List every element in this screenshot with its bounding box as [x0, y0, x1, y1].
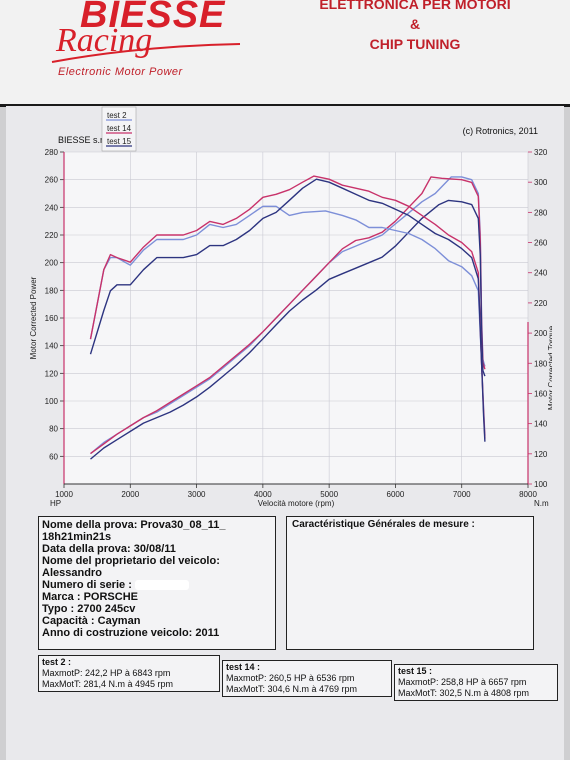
x-tick-label: 8000: [519, 490, 537, 499]
header-line-2: &: [409, 16, 421, 32]
result-power: MaxmotP: 242,2 HP à 6843 rpm: [42, 668, 171, 678]
legend-label: test 2: [107, 111, 127, 120]
y2-tick-label: 280: [534, 208, 548, 217]
legend-label: test 15: [107, 137, 132, 146]
series-line-torque-5: [89, 178, 486, 442]
x-tick-label: 1000: [55, 490, 73, 499]
y-tick-label: 240: [45, 203, 59, 212]
x-tick-label: 6000: [387, 490, 405, 499]
y-tick-label: 140: [45, 342, 59, 351]
y-tick-label: 120: [45, 369, 59, 378]
axes-layer: 60 80 100 120 140 160 180 200 220 240 260 280 1000 20…: [29, 148, 556, 508]
series-layer: [89, 175, 486, 460]
y-tick-label: 220: [45, 231, 59, 240]
construction-year: Anno di costruzione veicolo: 2011: [42, 627, 220, 639]
result-power: MaxmotP: 260,5 HP à 6536 rpm: [226, 673, 355, 683]
y-tick-label: 260: [45, 176, 59, 185]
y-tick-label: 160: [45, 314, 59, 323]
test-name-line: Nome della prova: Prova30_08_11_: [42, 519, 226, 531]
chart-legend: test 2 test 14 test 15: [101, 106, 137, 152]
logo-racing: Racing: [56, 22, 153, 59]
result-torque: MaxMotT: 302,5 N.m à 4808 rpm: [398, 688, 530, 698]
x-unit-right: N.m: [534, 499, 549, 508]
test-date: Data della prova: 30/08/11: [42, 543, 176, 555]
chart-svg: 60 80 100 120 140 160 180 200 220 240 260 280 1000 20…: [29, 106, 556, 508]
header-line-3: CHIP TUNING: [369, 36, 461, 52]
series-line-power-2: [90, 199, 486, 460]
y-tick-label: 60: [49, 452, 58, 461]
header-banner: BIESSE Racing Electronic Motor Power ELE…: [0, 0, 570, 107]
brand: Marca : PORSCHE: [42, 591, 138, 603]
x-tick-label: 3000: [188, 490, 206, 499]
header-title: ELETTRONICA PER MOTORI & CHIP TUNING: [300, 0, 530, 54]
legend-label: test 14: [107, 124, 132, 133]
vehicle-info-box: Nome della prova: Prova30_08_11_ 18h21mi…: [38, 516, 276, 650]
serial-label: Numero di serie :: [42, 579, 132, 591]
result-test-14: test 14 : MaxmotP: 260,5 HP à 6536 rpm M…: [222, 660, 392, 697]
y-tick-label: 80: [49, 425, 58, 434]
grid-layer: [63, 151, 529, 484]
y-tick-label: 100: [45, 397, 59, 406]
result-torque: MaxMotT: 281,4 N.m à 4945 rpm: [42, 679, 174, 689]
y2-tick-label: 160: [534, 389, 548, 398]
series-line-torque-4: [89, 175, 486, 439]
serial-number: Numero di serie :: [42, 579, 272, 591]
owner-label: Nome del proprietario del veicolo:: [42, 555, 220, 567]
result-name: test 14 :: [226, 662, 261, 672]
test-name-cont: 18h21min21s: [42, 531, 112, 543]
logo-swoosh-icon: [51, 43, 241, 63]
y2-tick-label: 220: [534, 299, 548, 308]
y-tick-label: 180: [45, 286, 59, 295]
x-unit-left: HP: [50, 499, 61, 508]
type: Typo : 2700 245cv: [42, 603, 136, 615]
legend-box: [101, 106, 137, 152]
x-axis-label: Velocità motore (rpm): [258, 499, 335, 508]
chart-copyright: (c) Rotronics, 2011: [463, 126, 538, 136]
result-name: test 15 :: [398, 666, 433, 676]
logo-biesse: BIESSE: [80, 0, 226, 36]
series-line-torque-3: [89, 205, 486, 436]
y2-tick-label: 300: [534, 178, 548, 187]
result-power: MaxmotP: 258,8 HP à 6657 rpm: [398, 677, 527, 687]
y2-tick-label: 260: [534, 239, 548, 248]
result-test-15: test 15 : MaxmotP: 258,8 HP à 6657 rpm M…: [394, 664, 558, 701]
y-tick-label: 200: [45, 259, 59, 268]
y2-axis-label: Motor Corrected Torque: [547, 325, 552, 410]
x-tick-label: 5000: [320, 490, 338, 499]
y-axis-label: Motor Corrected Power: [29, 276, 38, 359]
logo-tagline: Electronic Motor Power: [58, 66, 183, 78]
series-line-power-1: [90, 176, 486, 455]
dyno-chart: 60 80 100 120 140 160 180 200 220 240 260 280 1000 20…: [22, 30, 556, 515]
y2-tick-label: 240: [534, 269, 548, 278]
owner-name: Alessandro: [42, 567, 102, 579]
result-name: test 2 :: [42, 657, 72, 667]
y2-tick-label: 180: [534, 359, 548, 368]
y2-tick-label: 100: [534, 480, 548, 489]
y2-tick-label: 200: [534, 329, 548, 338]
header-line-1: ELETTRONICA PER MOTORI: [319, 0, 511, 12]
y2-tick-label: 140: [534, 420, 548, 429]
chart-company: BIESSE s.n.c.: [58, 135, 115, 145]
x-tick-label: 2000: [121, 490, 139, 499]
result-torque: MaxMotT: 304,6 N.m à 4769 rpm: [226, 684, 358, 694]
result-test-2: test 2 : MaxmotP: 242,2 HP à 6843 rpm Ma…: [38, 655, 220, 692]
measure-title: Caractéristique Générales de mesure :: [292, 519, 475, 530]
serial-redacted: [134, 580, 189, 591]
measure-info-box: Caractéristique Générales de mesure :: [286, 516, 534, 650]
x-tick-label: 7000: [453, 490, 471, 499]
y2-tick-label: 320: [534, 148, 548, 157]
x-tick-label: 4000: [254, 490, 272, 499]
y-tick-label: 280: [45, 148, 59, 157]
capacity: Capacità : Cayman: [42, 615, 141, 627]
y2-tick-label: 120: [534, 450, 548, 459]
